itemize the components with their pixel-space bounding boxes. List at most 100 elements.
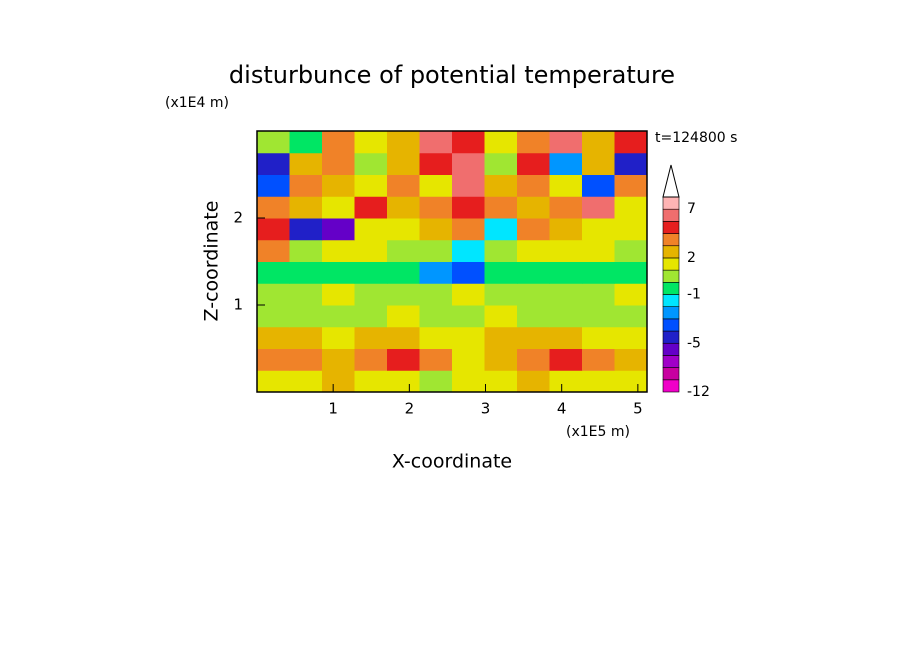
field-cell xyxy=(484,370,518,393)
field-cell xyxy=(484,239,518,262)
field-cell xyxy=(354,261,388,284)
field-cell xyxy=(614,196,648,219)
field-cell xyxy=(614,239,648,262)
field-cell xyxy=(419,196,453,219)
field-cell xyxy=(289,152,323,175)
colorbar-label: 7 xyxy=(687,201,696,217)
field-cell xyxy=(354,218,388,241)
field-cell xyxy=(484,196,518,219)
field-cell xyxy=(452,131,485,154)
field-cell xyxy=(387,174,420,197)
field-cell xyxy=(257,239,290,262)
field-cell xyxy=(517,196,550,219)
field-cell xyxy=(452,152,485,175)
field-cell xyxy=(322,174,355,197)
field-cell xyxy=(387,348,420,371)
field-cell xyxy=(419,218,453,241)
field-cell xyxy=(549,370,583,393)
field-cell xyxy=(289,196,323,219)
field-cell xyxy=(354,283,388,306)
field-cell xyxy=(387,218,420,241)
field-cell xyxy=(452,218,485,241)
field-cell xyxy=(289,305,323,328)
field-cell xyxy=(484,131,518,154)
field-cell xyxy=(419,152,453,175)
field-cell xyxy=(582,239,615,262)
field-cell xyxy=(452,326,485,349)
field-cell xyxy=(354,152,388,175)
field-cell xyxy=(419,174,453,197)
field-cell xyxy=(354,348,388,371)
x-tick-label: 2 xyxy=(405,400,415,418)
field-cell xyxy=(549,218,583,241)
field-cell xyxy=(322,218,355,241)
field-cell xyxy=(614,152,648,175)
field-cell xyxy=(484,174,518,197)
field-cell xyxy=(614,348,648,371)
field-cell xyxy=(484,283,518,306)
colorbar-box xyxy=(662,257,680,271)
plot-frame xyxy=(256,130,648,393)
y-axis-label: Z-coordinate xyxy=(201,201,223,322)
field-cell xyxy=(484,218,518,241)
field-cell xyxy=(614,174,648,197)
field-cell xyxy=(517,218,550,241)
field-cell xyxy=(517,326,550,349)
field-cell xyxy=(289,326,323,349)
field-cell xyxy=(257,348,290,371)
field-cell xyxy=(517,239,550,262)
field-cell xyxy=(322,196,355,219)
field-cell xyxy=(549,305,583,328)
field-cell xyxy=(289,218,323,241)
field-cell xyxy=(452,283,485,306)
field-cell xyxy=(614,283,648,306)
field-cell xyxy=(582,131,615,154)
colorbar-box xyxy=(662,355,680,368)
field-cell xyxy=(387,261,420,284)
field-cell xyxy=(354,326,388,349)
field-cell xyxy=(419,370,453,393)
field-cell xyxy=(517,283,550,306)
field-cell xyxy=(322,239,355,262)
field-cell xyxy=(387,283,420,306)
field-cell xyxy=(517,174,550,197)
field-cell xyxy=(452,261,485,284)
field-cell xyxy=(322,283,355,306)
field-cell xyxy=(257,283,290,306)
field-cell xyxy=(484,348,518,371)
colorbar-box xyxy=(662,196,680,210)
field-cell xyxy=(289,348,323,371)
x-tick-label: 3 xyxy=(481,400,491,418)
field-cell xyxy=(419,326,453,349)
field-cell xyxy=(484,305,518,328)
colorbar-box xyxy=(662,330,680,344)
field-cell xyxy=(257,305,290,328)
x-unit: (x1E5 m) xyxy=(566,424,630,440)
field-cell xyxy=(387,239,420,262)
colorbar-box xyxy=(662,245,680,259)
x-axis-label: X-coordinate xyxy=(392,451,512,473)
field-cell xyxy=(257,326,290,349)
field-cell xyxy=(614,305,648,328)
field-cell xyxy=(517,152,550,175)
field-cell xyxy=(387,326,420,349)
field-cell xyxy=(419,131,453,154)
field-cell xyxy=(419,239,453,262)
field-cell xyxy=(484,152,518,175)
field-cell xyxy=(354,239,388,262)
field-cell xyxy=(289,261,323,284)
field-cell xyxy=(549,131,583,154)
field-cell xyxy=(419,305,453,328)
field-cell xyxy=(549,196,583,219)
field-cell xyxy=(452,305,485,328)
y-tick-label: 1 xyxy=(233,296,243,314)
field-cell xyxy=(549,152,583,175)
field-cell xyxy=(517,370,550,393)
colorbar-box xyxy=(662,208,680,222)
field-cell xyxy=(582,348,615,371)
colorbar-box xyxy=(662,367,680,381)
field-cell xyxy=(549,174,583,197)
field-cell xyxy=(582,326,615,349)
